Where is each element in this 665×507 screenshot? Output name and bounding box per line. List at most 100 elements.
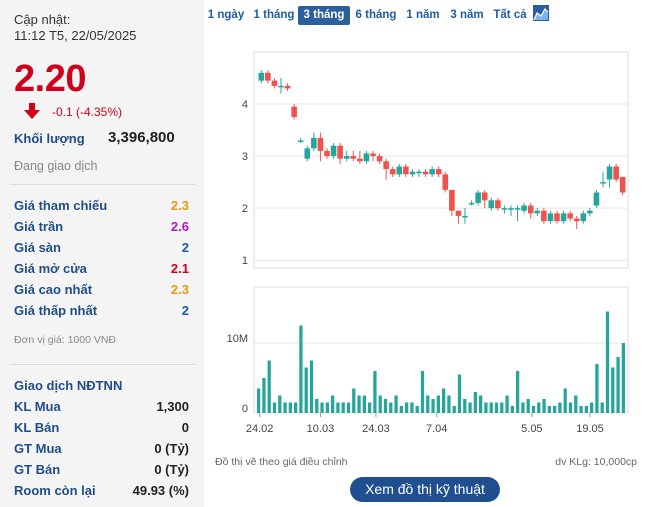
volume-bar	[426, 395, 430, 413]
candle-body	[297, 140, 304, 142]
volume-bar	[463, 399, 467, 413]
volume-bar	[447, 395, 451, 413]
volume-bar	[579, 406, 583, 413]
row-label: Giá thấp nhất	[14, 303, 98, 318]
candle-body	[357, 158, 363, 162]
volume-bar	[442, 388, 446, 413]
candle-body	[593, 192, 600, 206]
candle-body	[389, 169, 396, 175]
area-chart-icon[interactable]	[533, 5, 549, 26]
tab-3-years[interactable]: 3 năm	[450, 9, 484, 21]
price-tick-label: 4	[242, 99, 248, 111]
row-label: KL Bán	[14, 420, 60, 435]
candle-body	[619, 176, 626, 193]
candle-body	[567, 213, 573, 219]
candle-body	[554, 213, 560, 222]
price-row-low: Giá thấp nhất 2	[14, 303, 189, 323]
volume-bar	[568, 402, 573, 413]
volume-bar	[288, 402, 292, 413]
volume-bar	[531, 406, 536, 413]
candle-body	[462, 215, 468, 218]
x-tick-label: 19.05	[576, 423, 604, 435]
row-value: 1,300	[156, 399, 189, 414]
foreign-row-room: Room còn lại 49.93 (%)	[14, 483, 189, 503]
volume-bar	[299, 325, 303, 413]
x-tick-label: 5.05	[521, 423, 542, 435]
volume-bar	[436, 395, 440, 413]
candle-body	[317, 137, 324, 151]
candle-body	[534, 210, 541, 214]
volume-bar	[378, 395, 382, 413]
foreign-row-sell-volume: KL Bán 0	[14, 420, 189, 440]
candle-body	[606, 166, 613, 180]
stock-chart: 1 2 3 4 0 10M 24.02 10.03 24.03 7.04 5.05 19.05	[227, 51, 629, 435]
row-value: 2.3	[170, 282, 189, 297]
candle-body	[449, 189, 455, 211]
volume-bar	[526, 399, 530, 413]
volume-bar	[320, 402, 324, 413]
candle-body	[527, 205, 534, 214]
tab-1-month[interactable]: 1 tháng	[253, 9, 295, 21]
tab-1-day[interactable]: 1 ngày	[207, 9, 245, 21]
view-technical-chart-button[interactable]: Xem đồ thị kỹ thuật	[350, 477, 500, 502]
candle-body	[501, 208, 508, 210]
volume-bar	[262, 378, 266, 413]
volume-bar	[420, 371, 425, 413]
volume-bar	[410, 402, 414, 413]
row-value: 2.6	[170, 219, 189, 234]
volume-bar	[294, 402, 298, 413]
row-value: 0 (Tỷ)	[154, 441, 189, 456]
volume-bar	[352, 388, 356, 413]
candle-body	[547, 213, 554, 222]
candle-body	[573, 218, 580, 222]
row-label: Giá trần	[14, 219, 64, 234]
volume-bar	[283, 402, 287, 413]
tab-1-year[interactable]: 1 năm	[406, 9, 440, 21]
volume-value: 3,396,800	[108, 129, 175, 146]
row-label: Giá cao nhất	[14, 282, 93, 297]
volume-bar	[473, 392, 477, 413]
volume-bar	[415, 406, 419, 413]
price-row-floor: Giá sàn 2	[14, 240, 189, 260]
tab-all[interactable]: Tất cả	[493, 9, 527, 21]
foreign-row-buy-volume: KL Mua 1,300	[14, 399, 189, 419]
candle-body	[455, 210, 462, 216]
candle-body	[514, 208, 521, 210]
volume-bar	[621, 343, 625, 413]
row-label: GT Mua	[14, 441, 62, 456]
foreign-trade-title: Giao dịch NĐTNN	[14, 378, 123, 393]
volume-bar	[563, 388, 567, 413]
volume-bar	[505, 395, 509, 413]
candle-body	[376, 156, 383, 162]
tab-3-months[interactable]: 3 tháng	[298, 6, 350, 25]
candle-body	[541, 210, 547, 222]
candle-body	[271, 80, 278, 86]
candle-body	[396, 166, 403, 175]
volume-tick-label: 10M	[227, 333, 248, 345]
x-tick-label: 7.04	[426, 423, 447, 435]
x-tick-label: 24.02	[246, 423, 274, 435]
volume-bar	[267, 360, 271, 413]
candle-body	[324, 150, 330, 157]
candle-body	[488, 200, 495, 209]
trading-status: Đang giao dịch	[14, 159, 98, 173]
row-label: Giá tham chiếu	[14, 198, 108, 213]
candle-body	[475, 192, 481, 203]
row-value: 0	[181, 420, 189, 435]
volume-unit-note: dv KLg: 10,000cp	[555, 456, 637, 468]
volume-bar	[405, 402, 409, 413]
row-value: 49.93 (%)	[132, 483, 189, 498]
row-label: Giá mở cửa	[14, 261, 87, 276]
candle-body	[580, 213, 587, 222]
tab-6-months[interactable]: 6 tháng	[355, 9, 397, 21]
updated-label: Cập nhật:	[14, 12, 71, 27]
candle-body	[304, 148, 311, 159]
candle-body	[363, 153, 370, 162]
row-value: 2.3	[170, 198, 189, 213]
candle-body	[416, 171, 422, 174]
price-row-ceiling: Giá trần 2.6	[14, 219, 189, 239]
volume-bar	[553, 406, 557, 413]
row-value: 0 (Tỷ)	[154, 462, 189, 477]
volume-bar	[368, 402, 372, 413]
volume-bar	[584, 406, 588, 413]
